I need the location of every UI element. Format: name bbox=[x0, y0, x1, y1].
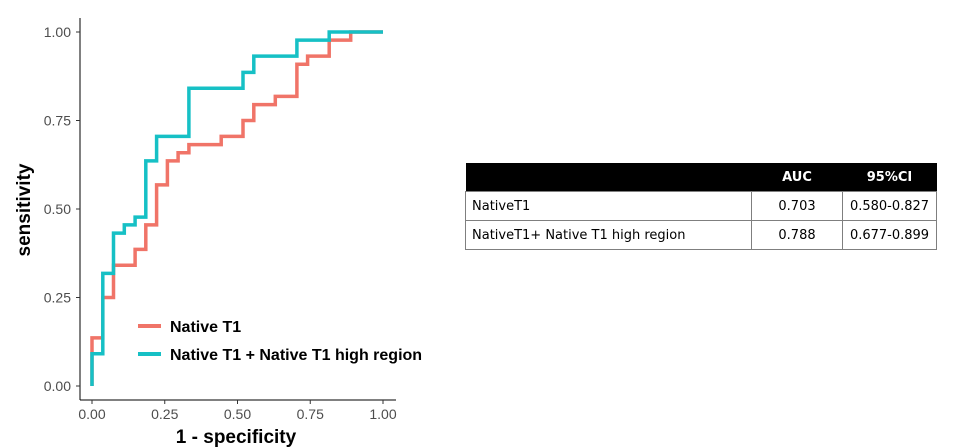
axes bbox=[79, 18, 396, 401]
legend: Native T1 Native T1 + Native T1 high reg… bbox=[138, 319, 422, 364]
x-axis-label: 1 - specificity bbox=[176, 427, 297, 448]
series-line-native-t1 bbox=[90, 30, 383, 386]
table-header-row: AUC 95%CI bbox=[465, 163, 937, 192]
table-header-ci: 95%CI bbox=[842, 163, 937, 192]
x-tick-label: 0.75 bbox=[297, 406, 324, 422]
row-label: NativeT1+ Native T1 high region bbox=[465, 220, 752, 250]
row-ci: 0.580-0.827 bbox=[842, 191, 937, 221]
row-auc: 0.703 bbox=[751, 191, 843, 221]
auc-table: AUC 95%CI NativeT1 0.703 0.580-0.827 Nat… bbox=[465, 163, 937, 250]
row-auc: 0.788 bbox=[751, 220, 843, 250]
series-lines bbox=[90, 30, 383, 386]
x-tick-label: 0.25 bbox=[151, 406, 178, 422]
table-row: NativeT1+ Native T1 high region 0.788 0.… bbox=[465, 220, 937, 250]
y-tick-label: 0.50 bbox=[44, 201, 71, 217]
x-tick-label: 0.50 bbox=[224, 406, 251, 422]
table-header-auc: AUC bbox=[751, 163, 843, 192]
y-tick-label: 0.25 bbox=[44, 290, 71, 306]
row-label: NativeT1 bbox=[465, 191, 752, 221]
row-ci: 0.677-0.899 bbox=[842, 220, 937, 250]
ticks: 0.00 0.25 0.50 0.75 1.00 0.00 0.25 0.50 0.75 1.00 bbox=[44, 24, 397, 422]
table-row: NativeT1 0.703 0.580-0.827 bbox=[465, 191, 937, 221]
table-header-blank bbox=[465, 163, 752, 192]
legend-label-native-t1: Native T1 bbox=[170, 319, 241, 336]
x-tick-label: 0.00 bbox=[78, 406, 105, 422]
y-tick-label: 1.00 bbox=[44, 24, 71, 40]
series-line-combined bbox=[90, 30, 383, 386]
y-axis-label: sensitivity bbox=[14, 163, 35, 256]
y-tick-label: 0.75 bbox=[44, 113, 71, 129]
legend-label-combined: Native T1 + Native T1 high region bbox=[170, 347, 422, 364]
y-tick-label: 0.00 bbox=[44, 378, 71, 394]
x-tick-label: 1.00 bbox=[369, 406, 396, 422]
